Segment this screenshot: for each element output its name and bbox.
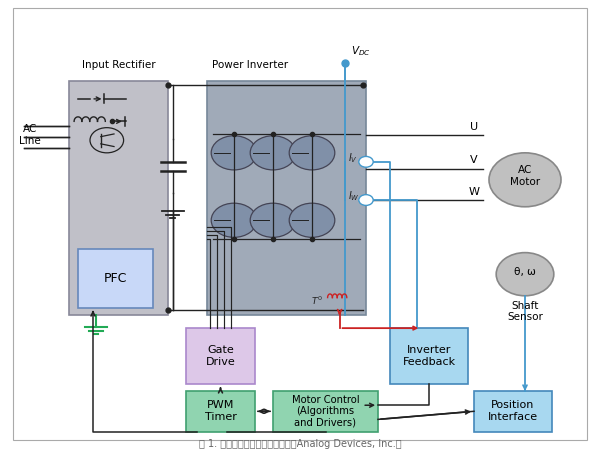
Text: 图 1. 闭环电机控制反馈系统。（：Analog Devices, Inc.）: 图 1. 闭环电机控制反馈系统。（：Analog Devices, Inc.） bbox=[199, 439, 401, 449]
Circle shape bbox=[289, 136, 335, 170]
Circle shape bbox=[211, 136, 257, 170]
Text: Input Rectifier: Input Rectifier bbox=[82, 60, 155, 70]
Bar bbox=[207, 81, 366, 315]
Text: U: U bbox=[470, 122, 478, 132]
Text: PFC: PFC bbox=[104, 272, 127, 285]
Text: $T^0$: $T^0$ bbox=[311, 295, 323, 307]
Bar bbox=[186, 391, 255, 432]
Text: Shaft
Sensor: Shaft Sensor bbox=[507, 301, 543, 322]
Text: Motor Control
(Algorithms
and Drivers): Motor Control (Algorithms and Drivers) bbox=[292, 395, 359, 428]
Text: V: V bbox=[470, 155, 478, 166]
Text: $I_V$: $I_V$ bbox=[348, 151, 358, 165]
Circle shape bbox=[496, 252, 554, 296]
Circle shape bbox=[489, 153, 561, 207]
Bar bbox=[390, 328, 468, 384]
Circle shape bbox=[90, 128, 124, 153]
Text: $I_W$: $I_W$ bbox=[348, 189, 360, 203]
Text: Power Inverter: Power Inverter bbox=[212, 60, 288, 70]
Bar bbox=[69, 81, 168, 315]
Text: $V_{DC}$: $V_{DC}$ bbox=[351, 44, 371, 58]
Bar bbox=[273, 391, 378, 432]
Circle shape bbox=[250, 203, 296, 237]
Text: θ, ω: θ, ω bbox=[514, 267, 536, 277]
Circle shape bbox=[359, 195, 373, 205]
Text: Position
Interface: Position Interface bbox=[488, 400, 538, 422]
Text: W: W bbox=[469, 187, 479, 197]
Text: Inverter
Feedback: Inverter Feedback bbox=[403, 346, 455, 367]
Circle shape bbox=[211, 203, 257, 237]
Circle shape bbox=[250, 136, 296, 170]
Circle shape bbox=[359, 157, 373, 167]
Bar bbox=[78, 249, 153, 308]
Bar bbox=[474, 391, 552, 432]
Bar bbox=[186, 328, 255, 384]
Text: AC
Line: AC Line bbox=[19, 124, 41, 146]
Text: AC
Motor: AC Motor bbox=[510, 166, 540, 187]
Circle shape bbox=[289, 203, 335, 237]
Text: PWM
Timer: PWM Timer bbox=[205, 400, 236, 422]
Text: Gate
Drive: Gate Drive bbox=[206, 346, 235, 367]
